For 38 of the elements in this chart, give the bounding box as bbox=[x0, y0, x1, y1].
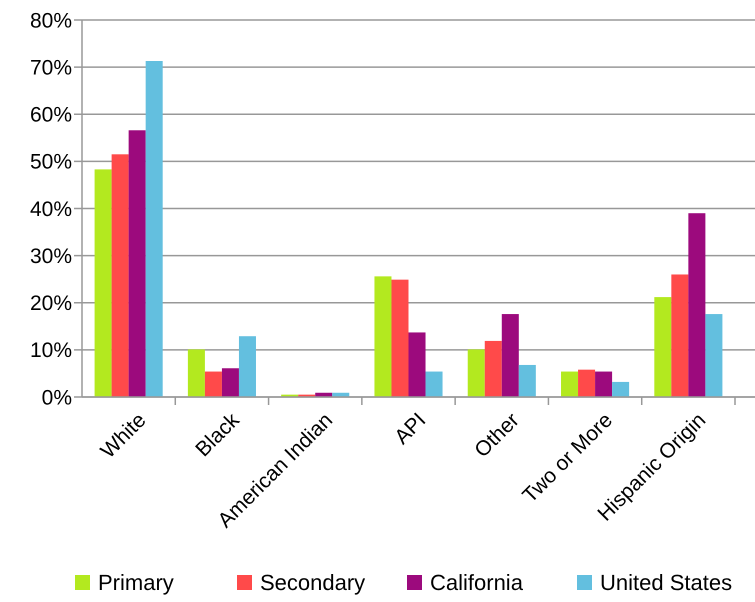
bar bbox=[671, 274, 688, 397]
y-tick-label: 80% bbox=[30, 9, 72, 32]
bar bbox=[408, 332, 426, 397]
y-tick-label: 20% bbox=[30, 292, 72, 316]
bar bbox=[391, 280, 408, 397]
bar bbox=[426, 372, 443, 397]
x-tick-label: API bbox=[390, 408, 430, 449]
bar bbox=[112, 154, 129, 397]
bar bbox=[518, 364, 536, 397]
y-tick-label: 50% bbox=[30, 150, 72, 174]
legend-label: United States bbox=[600, 570, 732, 595]
legend-label: California bbox=[430, 570, 524, 595]
y-tick-label: 40% bbox=[30, 198, 72, 221]
legend-label: Primary bbox=[98, 570, 174, 595]
y-tick-label: 10% bbox=[30, 339, 72, 362]
bar bbox=[484, 340, 502, 397]
bar bbox=[705, 314, 722, 397]
bar bbox=[595, 372, 612, 397]
bar bbox=[146, 61, 163, 397]
bar bbox=[468, 349, 485, 397]
y-tick-label: 30% bbox=[30, 244, 72, 268]
bar bbox=[94, 169, 112, 397]
bar bbox=[578, 370, 596, 397]
y-tick-label: 60% bbox=[30, 104, 72, 127]
y-tick-label: 70% bbox=[30, 56, 72, 80]
bar bbox=[612, 382, 630, 397]
bar bbox=[128, 130, 146, 397]
y-tick-label: 0% bbox=[42, 386, 72, 410]
legend-label: Secondary bbox=[260, 570, 366, 595]
bar bbox=[654, 297, 672, 397]
bar bbox=[561, 372, 578, 397]
bar bbox=[374, 276, 392, 397]
bar bbox=[502, 314, 519, 397]
bar bbox=[222, 368, 239, 397]
bar bbox=[188, 349, 205, 397]
bar bbox=[204, 372, 222, 397]
bar bbox=[238, 336, 256, 397]
bar bbox=[688, 213, 706, 397]
